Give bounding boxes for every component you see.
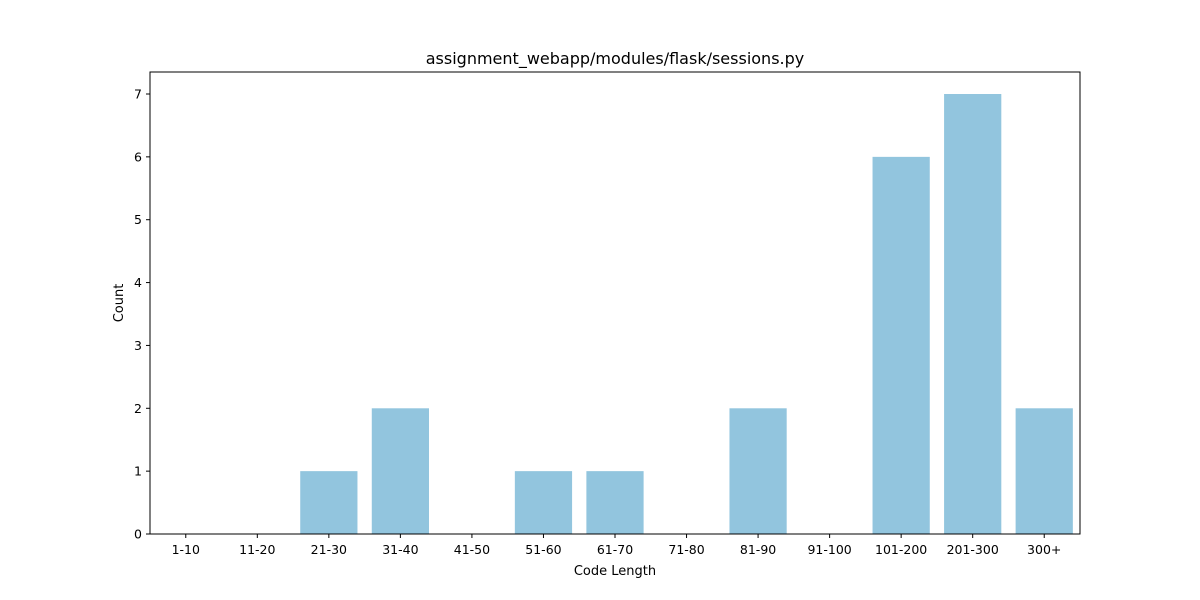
x-tick-label: 201-300 — [947, 542, 999, 557]
y-tick-label: 7 — [134, 87, 142, 102]
y-tick-label: 4 — [134, 275, 142, 290]
y-tick-label: 0 — [134, 527, 142, 542]
x-tick-label: 61-70 — [597, 542, 633, 557]
x-tick-label: 300+ — [1027, 542, 1061, 557]
x-tick-label: 41-50 — [454, 542, 490, 557]
x-tick-label: 101-200 — [875, 542, 927, 557]
y-axis-label: Count — [112, 284, 127, 323]
x-tick-label: 71-80 — [668, 542, 704, 557]
y-axis-ticks: 0 1 2 3 4 5 6 7 — [134, 87, 150, 542]
bar-51-60 — [514, 471, 573, 534]
plot-frame — [149, 71, 1081, 535]
y-tick-label: 6 — [134, 149, 142, 164]
x-axis-ticks: 1-10 11-20 21-30 31-40 41-50 51-60 61-70 71-80 8… — [172, 534, 1061, 557]
bar-81-90 — [729, 408, 787, 534]
bars-group — [300, 94, 1073, 535]
bar-21-30 — [300, 471, 358, 534]
x-tick-label: 31-40 — [382, 542, 418, 557]
chart-title: assignment_webapp/modules/flask/sessions… — [426, 49, 805, 69]
bar-61-70 — [586, 471, 644, 534]
x-tick-label: 91-100 — [807, 542, 851, 557]
x-axis-label: Code Length — [574, 564, 656, 579]
bar-300+ — [1015, 408, 1073, 534]
y-tick-label: 5 — [134, 212, 142, 227]
x-tick-label: 1-10 — [172, 542, 200, 557]
x-tick-label: 11-20 — [239, 542, 275, 557]
y-tick-label: 3 — [134, 338, 142, 353]
bar-201-300 — [944, 94, 1002, 534]
bar-101-200 — [872, 156, 930, 535]
x-tick-label: 81-90 — [740, 542, 776, 557]
y-tick-label: 2 — [134, 401, 142, 416]
y-tick-label: 1 — [134, 464, 142, 479]
bar-31-40 — [371, 408, 429, 534]
x-tick-label: 21-30 — [311, 542, 347, 557]
x-tick-label: 51-60 — [525, 542, 561, 557]
